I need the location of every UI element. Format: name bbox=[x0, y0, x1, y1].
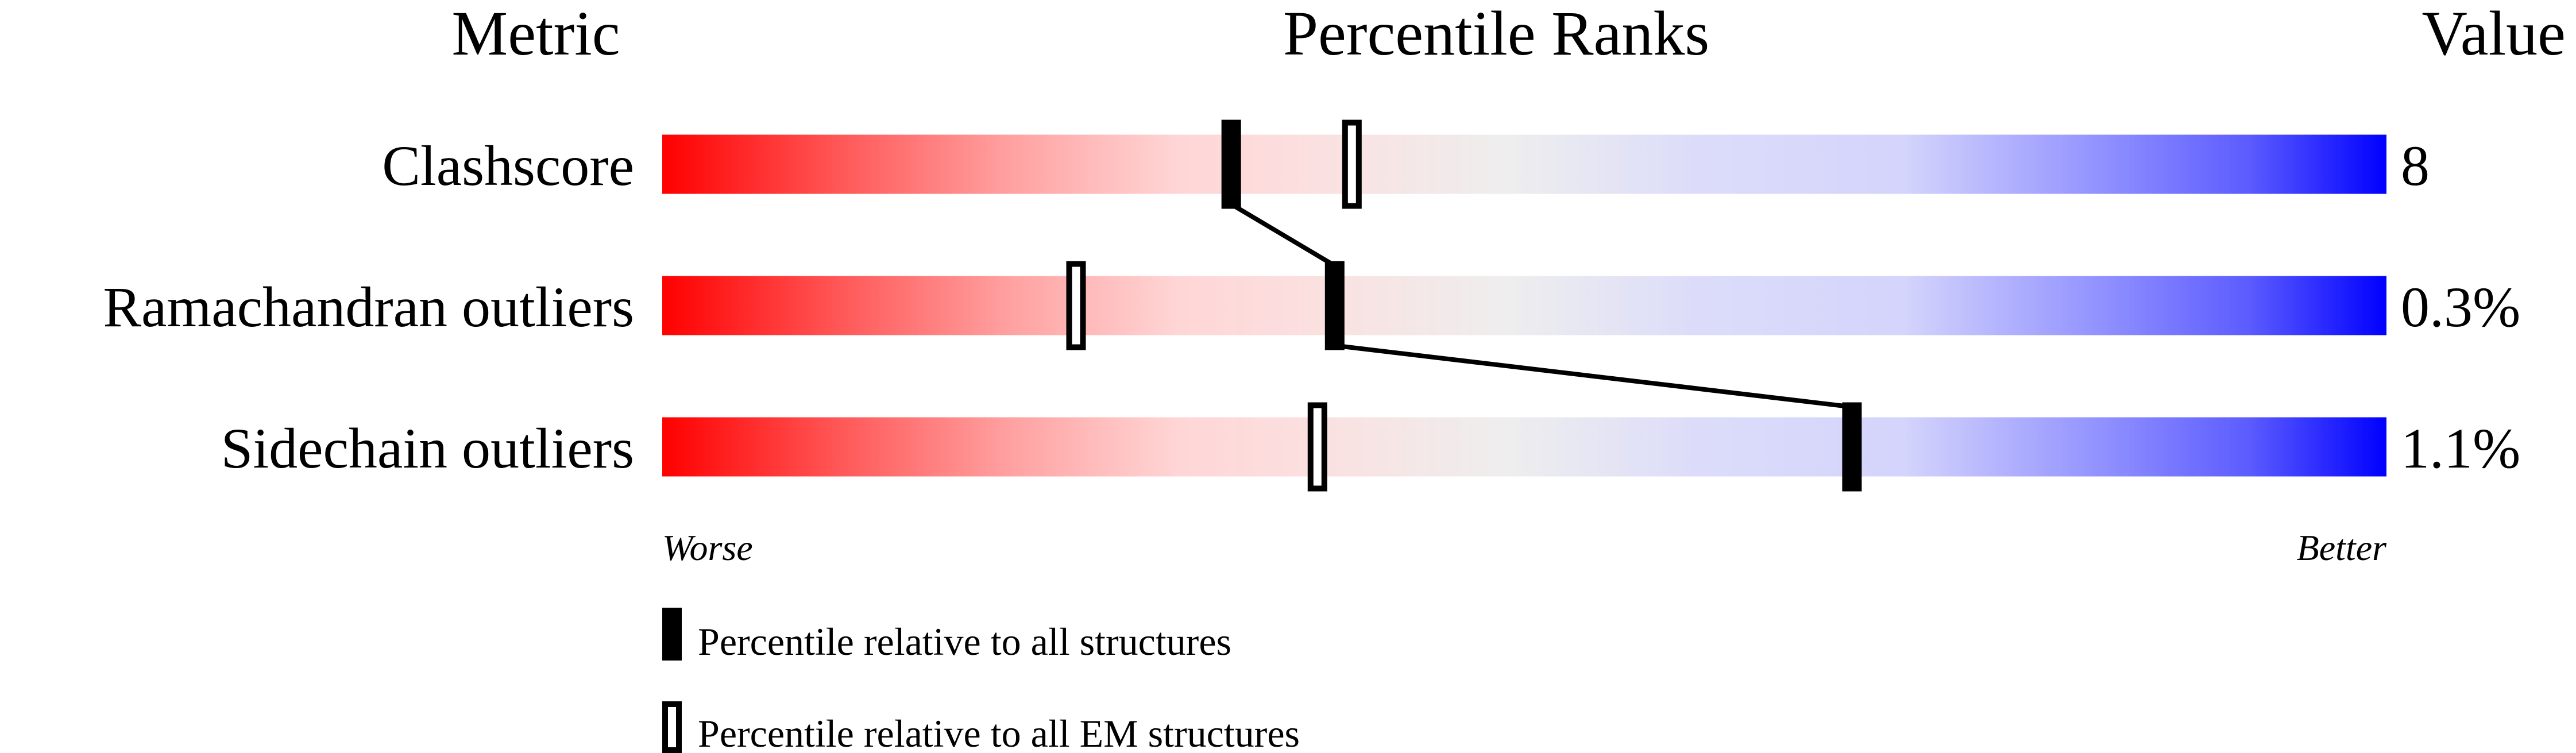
metric-value: 8 bbox=[2401, 134, 2430, 198]
connector-line bbox=[1230, 202, 1336, 268]
percentile-bar bbox=[662, 417, 2386, 477]
legend-all-label: Percentile relative to all structures bbox=[698, 620, 1231, 663]
connector-line bbox=[1334, 343, 1852, 410]
header-value: Value bbox=[2422, 0, 2566, 68]
legend-open-marker bbox=[662, 701, 682, 753]
percentile-bar bbox=[662, 134, 2386, 194]
marker-em-percentile bbox=[1066, 261, 1086, 350]
marker-em-percentile bbox=[1307, 402, 1327, 492]
marker-em-percentile bbox=[1342, 119, 1362, 209]
header-metric: Metric bbox=[451, 0, 620, 68]
metric-label: Clashscore bbox=[382, 134, 634, 198]
axis-better-label: Better bbox=[2297, 527, 2387, 568]
percentile-bar bbox=[662, 276, 2386, 335]
marker-all-percentile bbox=[1324, 261, 1345, 350]
marker-all-percentile bbox=[1842, 402, 1862, 492]
axis-worse-label: Worse bbox=[662, 527, 753, 568]
legend-filled-marker bbox=[662, 608, 682, 661]
header-percentile-ranks: Percentile Ranks bbox=[1283, 0, 1709, 68]
metric-value: 0.3% bbox=[2401, 275, 2520, 339]
metric-value: 1.1% bbox=[2401, 416, 2520, 480]
marker-all-percentile bbox=[1221, 119, 1241, 209]
metric-label: Sidechain outliers bbox=[221, 416, 634, 480]
legend-em-label: Percentile relative to all EM structures bbox=[698, 712, 1300, 753]
metric-label: Ramachandran outliers bbox=[103, 275, 634, 339]
